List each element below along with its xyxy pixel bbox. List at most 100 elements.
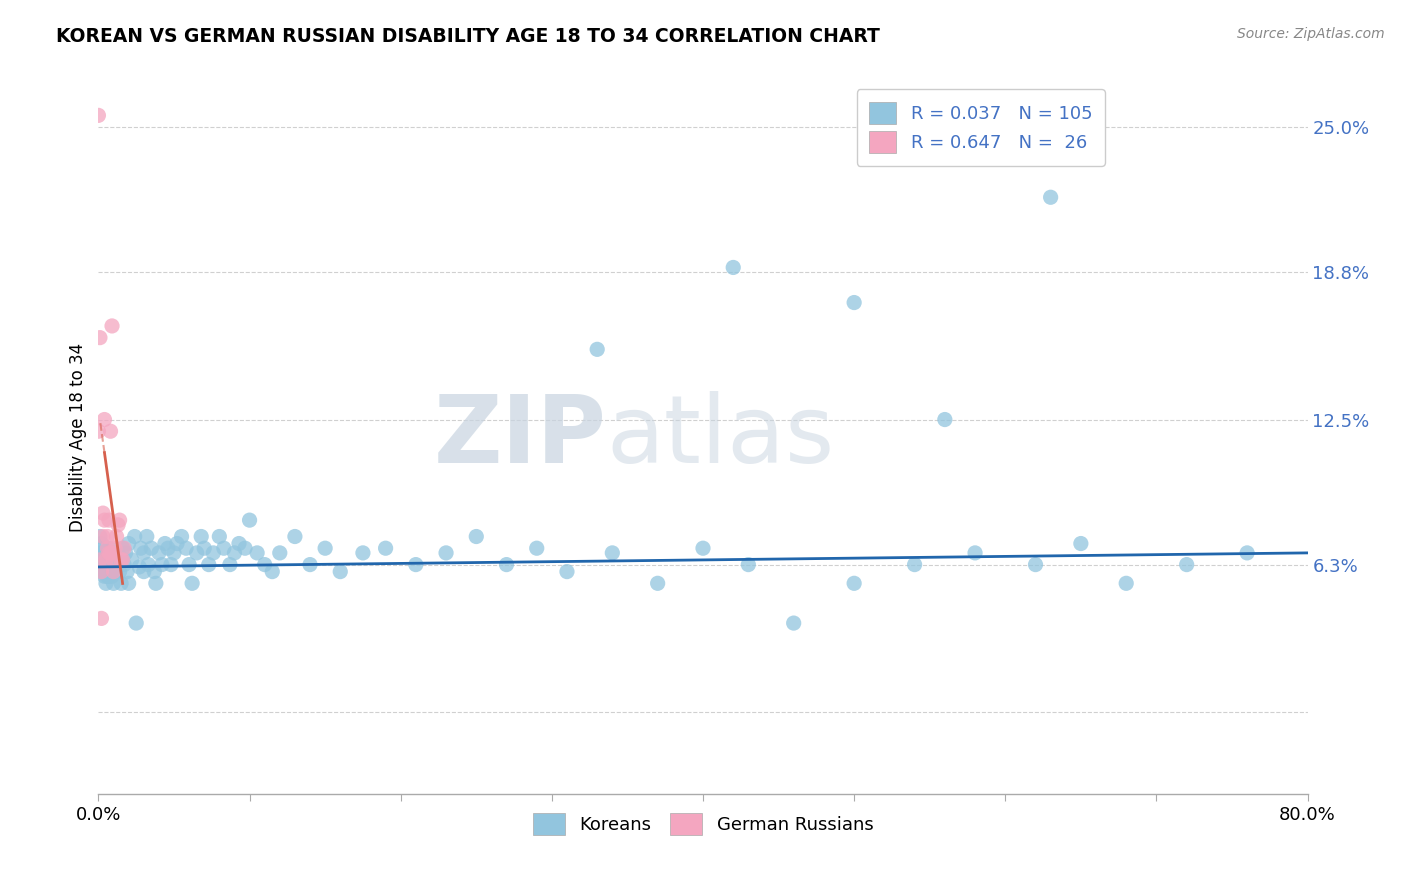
Point xyxy=(101,569,124,583)
Point xyxy=(904,558,927,572)
Point xyxy=(110,553,132,567)
Point xyxy=(723,260,745,275)
Point xyxy=(107,517,129,532)
Point xyxy=(170,529,193,543)
Point xyxy=(112,541,135,556)
Point xyxy=(96,569,118,583)
Point xyxy=(1070,536,1092,550)
Point xyxy=(90,536,112,550)
Point xyxy=(526,541,548,556)
Point xyxy=(434,546,457,560)
Point xyxy=(190,529,212,543)
Point xyxy=(98,546,121,560)
Point xyxy=(141,541,163,556)
Point xyxy=(87,108,110,122)
Text: Source: ZipAtlas.com: Source: ZipAtlas.com xyxy=(1237,27,1385,41)
Point xyxy=(93,569,115,583)
Point xyxy=(143,565,166,579)
Point xyxy=(208,529,231,543)
Point xyxy=(233,541,256,556)
Point xyxy=(93,412,115,426)
Point xyxy=(193,541,215,556)
Point xyxy=(114,546,136,560)
Text: KOREAN VS GERMAN RUSSIAN DISABILITY AGE 18 TO 34 CORRELATION CHART: KOREAN VS GERMAN RUSSIAN DISABILITY AGE … xyxy=(56,27,880,45)
Point xyxy=(98,569,121,583)
Point xyxy=(136,558,159,572)
Point xyxy=(202,546,225,560)
Point xyxy=(965,546,987,560)
Point xyxy=(145,576,167,591)
Point xyxy=(90,565,112,579)
Point xyxy=(602,546,624,560)
Point xyxy=(94,565,117,579)
Point xyxy=(87,424,110,438)
Point xyxy=(150,558,173,572)
Point xyxy=(1175,558,1198,572)
Point xyxy=(253,558,276,572)
Point xyxy=(737,558,759,572)
Point xyxy=(934,412,956,426)
Point xyxy=(135,529,157,543)
Point xyxy=(103,576,125,591)
Point xyxy=(262,565,284,579)
Point xyxy=(105,558,128,572)
Point xyxy=(125,616,148,631)
Point xyxy=(103,553,125,567)
Point xyxy=(100,553,122,567)
Point xyxy=(156,541,179,556)
Point xyxy=(108,513,131,527)
Point xyxy=(94,576,117,591)
Point xyxy=(246,546,269,560)
Point xyxy=(89,529,111,543)
Point xyxy=(90,565,112,579)
Point xyxy=(374,541,396,556)
Point xyxy=(314,541,336,556)
Point xyxy=(160,558,183,572)
Point xyxy=(329,565,352,579)
Point xyxy=(89,553,111,567)
Point xyxy=(239,513,262,527)
Point xyxy=(100,424,122,438)
Y-axis label: Disability Age 18 to 34: Disability Age 18 to 34 xyxy=(69,343,87,532)
Point xyxy=(96,529,118,543)
Point xyxy=(104,565,127,579)
Point xyxy=(1115,576,1137,591)
Point xyxy=(101,318,124,333)
Point xyxy=(101,546,124,560)
Point xyxy=(98,513,121,527)
Point xyxy=(269,546,291,560)
Point xyxy=(96,541,118,556)
Point xyxy=(465,529,488,543)
Point xyxy=(692,541,714,556)
Point xyxy=(118,576,141,591)
Point xyxy=(90,553,112,567)
Point xyxy=(110,553,132,567)
Point xyxy=(121,553,143,567)
Point xyxy=(105,529,128,543)
Point xyxy=(179,558,201,572)
Point xyxy=(783,616,806,631)
Point xyxy=(1039,190,1062,204)
Point xyxy=(352,546,374,560)
Point xyxy=(91,506,114,520)
Point xyxy=(153,536,176,550)
Point xyxy=(90,611,112,625)
Point xyxy=(124,529,146,543)
Text: ZIP: ZIP xyxy=(433,391,606,483)
Point xyxy=(118,536,141,550)
Point xyxy=(228,536,250,550)
Point xyxy=(163,546,186,560)
Point xyxy=(111,541,134,556)
Point xyxy=(1236,546,1258,560)
Point xyxy=(586,343,609,357)
Point xyxy=(93,513,115,527)
Point xyxy=(299,558,322,572)
Point xyxy=(647,576,669,591)
Point xyxy=(132,565,155,579)
Point xyxy=(212,541,235,556)
Point xyxy=(89,331,111,345)
Point xyxy=(495,558,517,572)
Point xyxy=(101,546,124,560)
Point xyxy=(91,553,114,567)
Point xyxy=(115,565,138,579)
